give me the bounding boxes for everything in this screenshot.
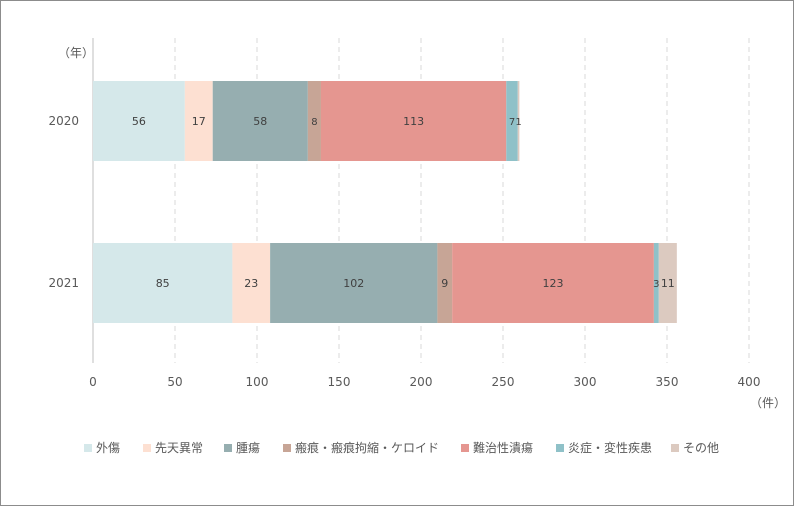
legend-swatch-3 xyxy=(283,444,291,452)
data-label-2021-6: 11 xyxy=(661,277,675,290)
bars: 56 17 58 8 113 7 1 85 23 102 9 123 3 11 xyxy=(93,81,677,323)
category-labels: 2020 2021 xyxy=(48,114,79,290)
y-unit-label: （年） xyxy=(58,46,94,60)
bar-segment-2020-4 xyxy=(320,81,507,161)
x-unit-label: （件） xyxy=(750,396,786,410)
data-label-2021-3: 9 xyxy=(441,277,448,290)
bar-segment-2021-2 xyxy=(270,243,438,323)
legend-label-4: 難治性潰瘍 xyxy=(473,440,533,455)
data-label-2021-1: 23 xyxy=(244,277,258,290)
x-tick-label: 200 xyxy=(410,375,433,389)
bar-segment-2020-5 xyxy=(506,81,518,161)
data-label-2020-1: 17 xyxy=(192,115,206,128)
category-label-2020: 2020 xyxy=(48,114,79,128)
legend-swatch-0 xyxy=(84,444,92,452)
x-tick-label: 400 xyxy=(738,375,761,389)
bar-segment-2021-1 xyxy=(232,243,271,323)
data-label-2021-0: 85 xyxy=(156,277,170,290)
x-tick-label: 100 xyxy=(246,375,269,389)
legend-label-1: 先天異常 xyxy=(155,441,203,455)
legend-label-6: その他 xyxy=(683,441,719,455)
legend-label-3: 瘢痕・瘢痕拘縮・ケロイド xyxy=(295,440,439,455)
legend-label-5: 炎症・変性疾患 xyxy=(568,440,652,455)
x-tick-label: 0 xyxy=(89,375,97,389)
bar-segment-2021-3 xyxy=(437,243,453,323)
legend-label-2: 腫瘍 xyxy=(236,440,260,455)
legend: 外傷 先天異常 腫瘍 瘢痕・瘢痕拘縮・ケロイド 難治性潰瘍 炎症・変性疾患 その他 xyxy=(84,440,719,455)
bar-segment-2020-6 xyxy=(517,81,520,161)
bar-segment-2020-2 xyxy=(212,81,308,161)
legend-swatch-1 xyxy=(143,444,151,452)
bar-segment-2020-0 xyxy=(93,81,185,161)
data-label-2021-2: 102 xyxy=(343,277,364,290)
bar-segment-2020-3 xyxy=(307,81,321,161)
x-tick-label: 300 xyxy=(574,375,597,389)
data-label-2020-2: 58 xyxy=(253,115,267,128)
legend-swatch-6 xyxy=(671,444,679,452)
category-label-2021: 2021 xyxy=(48,276,79,290)
data-label-2021-5: 3 xyxy=(653,279,659,290)
data-label-2020-3: 8 xyxy=(311,117,317,128)
legend-swatch-2 xyxy=(224,444,232,452)
x-tick-label: 50 xyxy=(167,375,182,389)
data-label-2021-4: 123 xyxy=(543,277,564,290)
bar-segment-2020-1 xyxy=(184,81,213,161)
x-tick-label: 150 xyxy=(328,375,351,389)
bar-segment-2021-6 xyxy=(658,243,677,323)
data-label-2020-0: 56 xyxy=(132,115,146,128)
legend-swatch-4 xyxy=(461,444,469,452)
legend-swatch-5 xyxy=(556,444,564,452)
bar-segment-2021-4 xyxy=(452,243,654,323)
legend-label-0: 外傷 xyxy=(96,440,120,455)
data-label-2020-5: 7 xyxy=(509,117,515,128)
data-label-2020-6: 1 xyxy=(515,117,521,128)
bar-segment-2021-0 xyxy=(93,243,233,323)
bar-segment-2021-5 xyxy=(653,243,659,323)
x-tick-label: 250 xyxy=(492,375,515,389)
data-label-2020-4: 113 xyxy=(403,115,424,128)
x-tick-label: 350 xyxy=(656,375,679,389)
